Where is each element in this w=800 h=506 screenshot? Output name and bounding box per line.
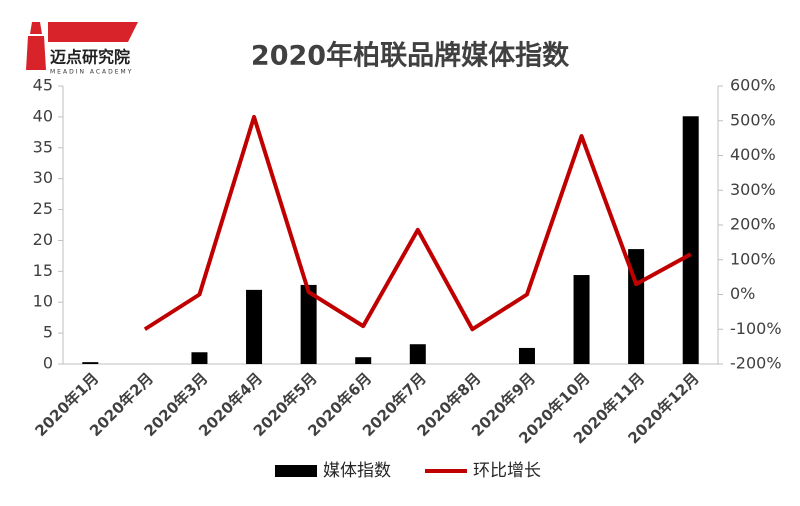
bar (191, 352, 208, 364)
bar (355, 357, 372, 364)
y2-tick-label: 500% (730, 110, 776, 129)
y2-tick-label: 300% (730, 180, 776, 199)
bar (82, 362, 99, 364)
y-tick-label: 10 (33, 292, 53, 311)
y2-tick-label: 0% (730, 284, 755, 303)
y2-tick-label: -200% (730, 354, 782, 373)
legend-label: 媒体指数 (323, 461, 391, 481)
y2-tick-label: 400% (730, 145, 776, 164)
y-tick-label: 15 (33, 261, 53, 280)
y-tick-label: 40 (33, 106, 53, 125)
y2-tick-label: 600% (730, 76, 776, 95)
y2-tick-label: 100% (730, 249, 776, 268)
bar (682, 116, 699, 364)
line (143, 114, 692, 332)
y2-tick-label: 200% (730, 215, 776, 234)
legend-swatch (275, 465, 317, 477)
chart-title: 2020年柏联品牌媒体指数 (251, 40, 570, 72)
y-tick-label: 30 (33, 168, 53, 187)
logo-banner (48, 22, 138, 42)
y-tick-label: 45 (33, 76, 53, 95)
y-tick-label: 25 (33, 199, 53, 218)
y-tick-label: 0 (43, 354, 53, 373)
bar (573, 275, 590, 364)
y-tick-label: 5 (43, 323, 53, 342)
bar (300, 284, 317, 364)
bar (409, 344, 426, 364)
bar (518, 347, 535, 364)
brand-name: 迈点研究院 (50, 48, 130, 67)
brand-subtitle: MEADIN ACADEMY (50, 69, 133, 76)
logo: 迈点研究院 MEADIN ACADEMY (26, 22, 138, 76)
y2-tick-label: -100% (730, 319, 782, 338)
y-tick-label: 35 (33, 137, 53, 156)
logo-icon (26, 22, 46, 70)
legend-label: 环比增长 (473, 461, 541, 481)
bar (246, 289, 263, 364)
y-tick-label: 20 (33, 230, 53, 249)
